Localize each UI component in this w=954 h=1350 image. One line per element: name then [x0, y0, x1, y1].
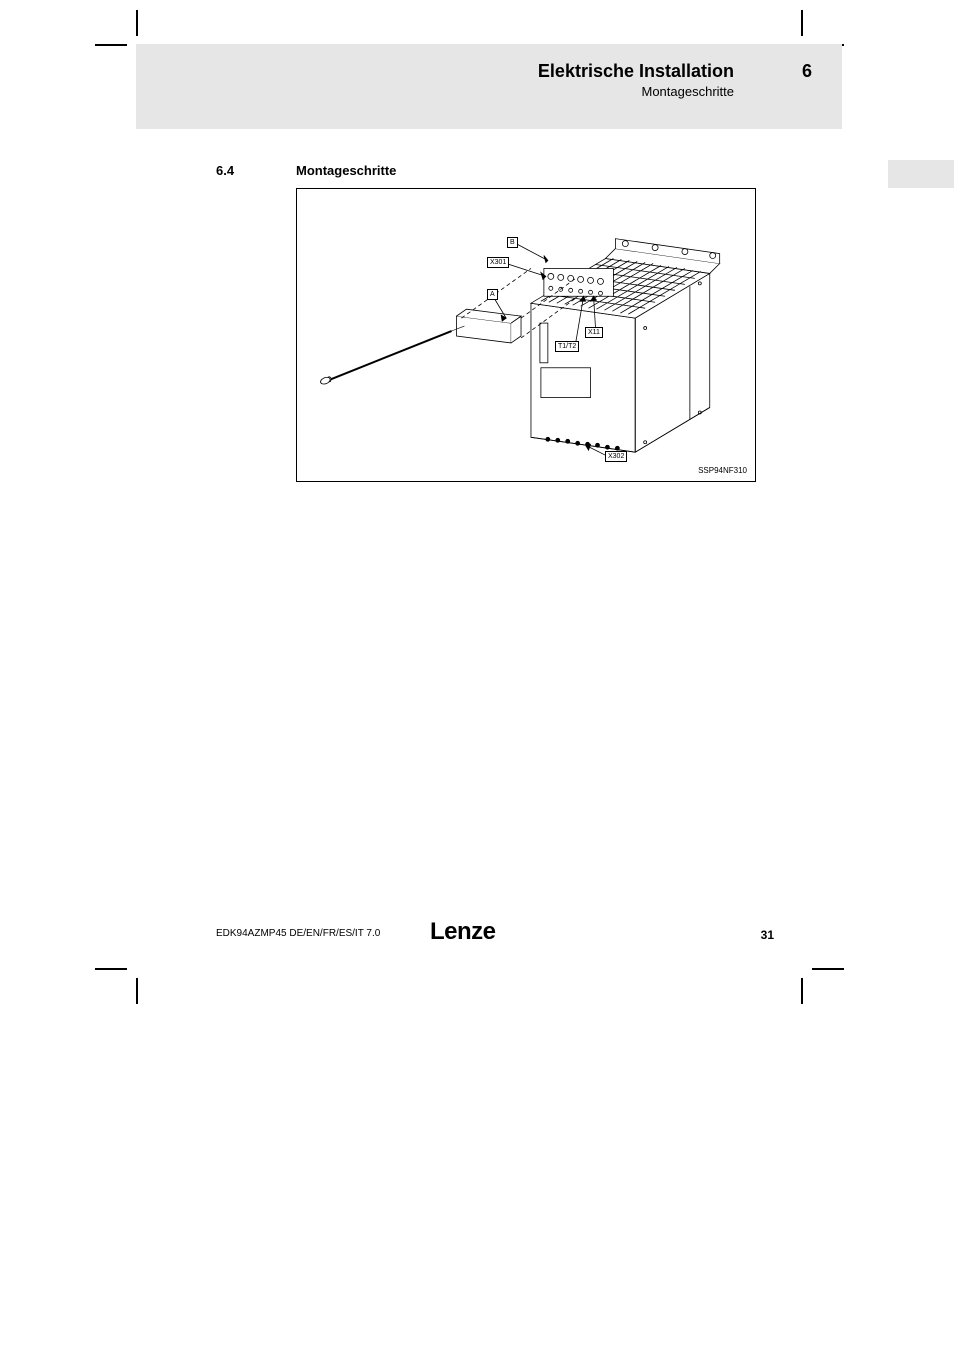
section-title: Montageschritte	[296, 163, 396, 178]
crop-mark	[95, 44, 127, 46]
crop-mark	[812, 968, 844, 970]
chapter-number: 6	[802, 61, 812, 82]
callout-x302: X302	[605, 451, 627, 462]
crop-mark	[801, 10, 803, 36]
header-subtitle: Montageschritte	[538, 84, 734, 99]
section-number: 6.4	[216, 163, 234, 178]
callout-x301: X301	[487, 257, 509, 268]
crop-mark	[136, 10, 138, 36]
footer-page-number: 31	[761, 928, 774, 942]
header-title: Elektrische Installation	[538, 61, 734, 82]
callout-b: B	[507, 237, 518, 248]
header-band: Elektrische Installation Montageschritte…	[136, 44, 842, 129]
callout-a: A	[487, 289, 498, 300]
callout-x11: X11	[585, 327, 603, 338]
crop-mark	[801, 978, 803, 1004]
crop-mark	[95, 968, 127, 970]
assembly-diagram	[297, 189, 755, 481]
header-text-block: Elektrische Installation Montageschritte	[538, 61, 734, 99]
footer-doc-id: EDK94AZMP45 DE/EN/FR/ES/IT 7.0	[216, 928, 380, 939]
footer-logo: Lenze	[430, 918, 496, 946]
crop-mark	[136, 978, 138, 1004]
figure-box: B X301 A X11 T1/T2 X302 SSP94NF310	[296, 188, 756, 482]
callout-t1t2: T1/T2	[555, 341, 579, 352]
tab-marker	[888, 160, 954, 188]
figure-code: SSP94NF310	[698, 466, 747, 475]
